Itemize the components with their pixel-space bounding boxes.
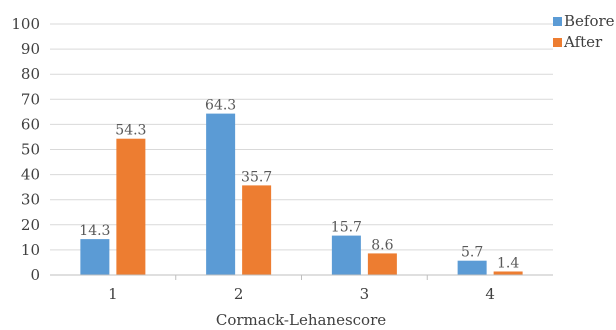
x-tick-label: 2 (234, 285, 244, 303)
legend-label-after: After (563, 33, 603, 51)
bar-after-2 (242, 185, 272, 275)
bar-before-4 (457, 260, 487, 275)
data-label-after-1: 54.3 (115, 123, 146, 139)
y-tick-label: 30 (21, 191, 40, 209)
bars-layer (80, 113, 523, 276)
y-tick-label: 20 (21, 216, 40, 234)
legend-swatch-after (553, 38, 562, 47)
bar-after-1 (116, 138, 146, 275)
y-tick-label: 80 (21, 65, 40, 83)
bar-before-1 (80, 239, 110, 275)
x-axis-title: Cormack-Lehanescore (216, 311, 386, 329)
y-tick-label: 60 (21, 115, 40, 133)
bar-before-3 (331, 235, 361, 275)
data-label-before-4: 5.7 (461, 245, 483, 261)
y-tick-label: 90 (21, 40, 40, 58)
data-label-after-4: 1.4 (497, 255, 519, 271)
y-tick-label: 70 (21, 90, 40, 108)
y-tick-label: 0 (30, 266, 40, 284)
data-label-before-3: 15.7 (331, 220, 362, 236)
y-tick-label: 40 (21, 166, 40, 184)
legend-label-before: Before (564, 12, 615, 30)
x-tick-label: 4 (485, 285, 495, 303)
y-tick-label: 50 (21, 141, 40, 159)
bar-after-3 (367, 253, 397, 275)
y-tick-label: 10 (21, 241, 40, 259)
bar-after-4 (493, 271, 523, 275)
x-tick-label: 3 (360, 285, 370, 303)
legend-swatch-before (553, 17, 562, 26)
axes-layer: 0 10 20 30 40 50 60 70 80 90 100 1 2 3 4 (11, 15, 553, 303)
legend: Before After (553, 12, 615, 51)
data-label-before-2: 64.3 (205, 98, 236, 114)
data-label-before-1: 14.3 (79, 223, 110, 239)
y-tick-label: 100 (11, 15, 40, 33)
data-labels-layer: 14.3 54.3 64.3 35.7 15.7 8.6 5.7 1.4 (79, 98, 519, 272)
x-tick-label: 1 (108, 285, 118, 303)
data-label-after-3: 8.6 (371, 237, 393, 253)
bar-before-2 (206, 113, 236, 276)
data-label-after-2: 35.7 (241, 169, 272, 185)
